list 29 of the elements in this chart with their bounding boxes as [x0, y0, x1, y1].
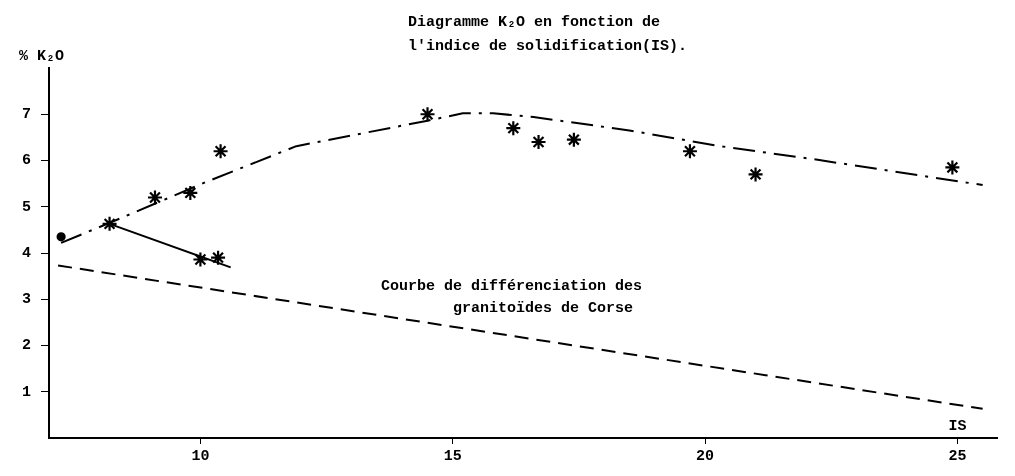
y-tick-label: 3 [21, 291, 31, 309]
point [505, 120, 522, 137]
point [146, 189, 164, 206]
point [209, 249, 227, 266]
annotation: Courbe de différenciation des granitoïdes de Corse [381, 278, 643, 317]
x-axis-title: IS [948, 418, 967, 435]
point [565, 131, 582, 148]
point [747, 166, 764, 183]
point [212, 143, 229, 160]
point [182, 184, 199, 201]
y-axis-title: % K₂O [19, 48, 65, 65]
y-tick-label: 1 [21, 383, 31, 401]
y-tick-label: 4 [21, 244, 31, 262]
point [101, 215, 118, 232]
point [192, 251, 209, 268]
y-tick-label: 6 [21, 152, 31, 170]
point [56, 232, 66, 242]
point [681, 143, 699, 160]
x-tick-label: 25 [948, 447, 967, 465]
point [530, 133, 547, 151]
x-tick-label: 10 [191, 447, 210, 465]
y-tick-label: 7 [21, 106, 31, 124]
y-tick-label: 2 [21, 337, 31, 355]
y-tick-label: 5 [21, 198, 31, 216]
x-tick-label: 20 [696, 447, 715, 465]
chart-title: Diagramme K₂O en fonction de l'indice de solidification(IS). [408, 14, 688, 55]
point [419, 106, 436, 123]
x-tick-label: 15 [443, 447, 462, 465]
point [944, 159, 961, 176]
